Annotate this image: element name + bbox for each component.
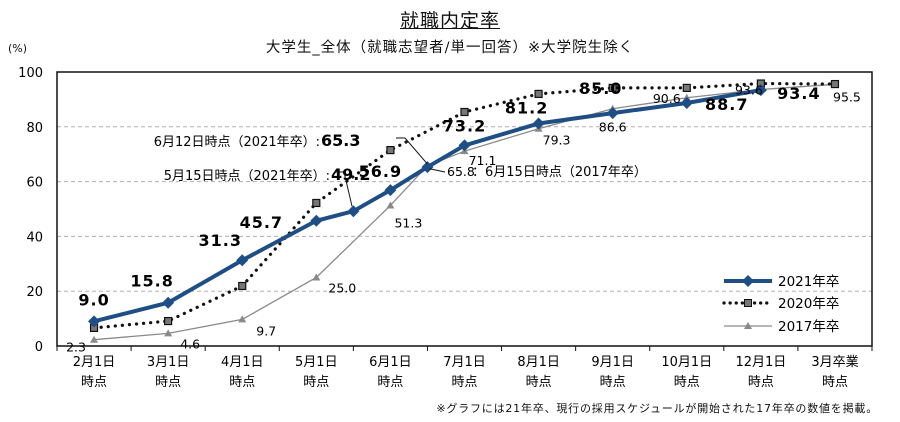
x-tick-label: 時点 (822, 375, 848, 390)
series-2021-marker (88, 315, 101, 328)
x-tick-label: 時点 (451, 375, 477, 390)
series-2021-marker (236, 254, 249, 267)
y-tick-label: 40 (26, 230, 43, 245)
x-tick-label: 12月1日 (735, 355, 786, 370)
series-2021-data-label: 56.9 (359, 162, 402, 181)
annotation-leader (396, 137, 428, 165)
series-2017-data-label: 65.8 (447, 164, 475, 179)
series-2017-data-label: 25.0 (328, 281, 356, 296)
series-2021-marker (310, 214, 323, 227)
x-tick-label: 7月1日 (443, 355, 486, 370)
x-tick-label: 時点 (377, 375, 403, 390)
series-2021-marker (421, 161, 434, 174)
series-2017-data-label: 86.6 (599, 120, 627, 135)
series-2017-data-label: 51.3 (394, 215, 422, 230)
series-2017-marker (386, 201, 395, 209)
y-tick-label: 20 (26, 285, 43, 300)
series-2017-data-label: 4.6 (180, 336, 200, 351)
x-tick-label: 時点 (155, 375, 181, 390)
series-2020-marker (460, 107, 469, 117)
series-2021-marker (532, 117, 545, 130)
legend-label: 2020年卒 (778, 296, 839, 312)
series-2021-data-label: 65.3 (321, 131, 360, 150)
x-tick-label: 時点 (674, 375, 700, 390)
series-2017-data-label: 2.3 (66, 340, 86, 355)
legend-2020-marker (744, 299, 752, 307)
x-tick-label: 4月1日 (221, 355, 264, 370)
x-tick-label: 時点 (526, 375, 552, 390)
x-tick-label: 5月1日 (295, 355, 338, 370)
series-2021-data-label: 31.3 (198, 231, 241, 250)
series-2017-data-label: 90.6 (653, 91, 681, 106)
annotation-leader (429, 168, 446, 173)
series-2021-data-label: 49.2 (331, 165, 370, 184)
chart-title: 就職内定率 (399, 10, 500, 32)
x-tick-label: 6月1日 (369, 355, 412, 370)
x-tick-label: 時点 (748, 375, 774, 390)
series-2017-data-label: 9.7 (256, 323, 276, 338)
series-2020-marker (534, 89, 543, 99)
series-2021-marker (458, 139, 471, 152)
y-tick-label: 0 (35, 340, 43, 355)
legend-label: 2017年卒 (778, 319, 839, 335)
x-tick-label: 時点 (229, 375, 255, 390)
x-tick-label: 時点 (600, 375, 626, 390)
footnote: ※グラフには21年卒、現行の採用スケジュールが開始された17年卒の数値を掲載。 (436, 402, 878, 415)
series-2020-marker (312, 198, 321, 208)
x-tick-label: 2月1日 (73, 355, 116, 370)
chart-subtitle: 大学生_全体（就職志望者/単一回答）※大学院生除く (265, 40, 635, 56)
plot-frame (56, 71, 873, 347)
series-2017-marker (312, 273, 321, 281)
annotation-jun12-2021: 6月12日時点（2021年卒）: (154, 135, 320, 150)
y-tick-label: 100 (18, 66, 43, 81)
series-2021-line (93, 88, 762, 324)
series-2021-marker (347, 205, 360, 218)
series-2021-marker (162, 296, 175, 309)
y-axis-unit: (%) (8, 42, 28, 55)
series-2020-marker (830, 79, 840, 89)
y-tick-label: 80 (26, 121, 43, 136)
series-2021-marker (680, 96, 693, 109)
annotation-jun15-2017: ：6月15日時点（2017年卒） (472, 165, 647, 180)
series-2017-data-label: 71.1 (469, 153, 497, 168)
series-2021-data-label: 81.2 (505, 99, 548, 118)
y-tick-label: 60 (26, 176, 43, 191)
x-tick-label: 3月卒業 (811, 354, 858, 370)
series-2021-marker (754, 84, 767, 97)
series-2020-marker (608, 83, 617, 92)
series-2017-marker (164, 329, 173, 337)
series-2021-data-label: 15.8 (130, 272, 173, 291)
series-2020-line (92, 81, 837, 330)
series-2017-marker (238, 315, 247, 323)
series-2017-data-label: 93.6 (735, 83, 763, 98)
series-2020-marker (164, 316, 173, 326)
series-2021-data-label: 45.7 (240, 213, 283, 232)
x-tick-label: 9月1日 (591, 355, 634, 370)
x-tick-label: 8月1日 (517, 355, 560, 370)
series-2021-data-label: 93.4 (777, 84, 820, 103)
series-2021-marker (384, 184, 397, 197)
legend-2021-marker (742, 275, 754, 287)
x-tick-label: 時点 (303, 375, 329, 390)
series-2021-data-label: 73.2 (443, 116, 486, 135)
series-2020-marker (238, 281, 247, 291)
annotation-leader (336, 171, 353, 207)
legend-label: 2021年卒 (778, 274, 839, 290)
x-tick-label: 3月1日 (147, 355, 190, 370)
series-2017-marker (90, 335, 99, 343)
series-2021-data-label: 9.0 (78, 290, 109, 309)
series-2020-marker (386, 145, 395, 155)
x-tick-label: 時点 (81, 375, 107, 390)
series-2021-marker (606, 107, 619, 120)
series-2017-data-label: 95.5 (833, 89, 861, 104)
series-2020-marker (682, 83, 691, 92)
series-2017-data-label: 79.3 (543, 133, 571, 148)
annotation-may15-2021: 5月15日時点（2021年卒）: (164, 169, 330, 184)
series-2021-data-label: 85.0 (579, 79, 622, 98)
legend-2017-marker (744, 322, 752, 329)
series-2021-data-label: 88.7 (705, 95, 748, 114)
x-tick-label: 10月1日 (661, 355, 712, 370)
